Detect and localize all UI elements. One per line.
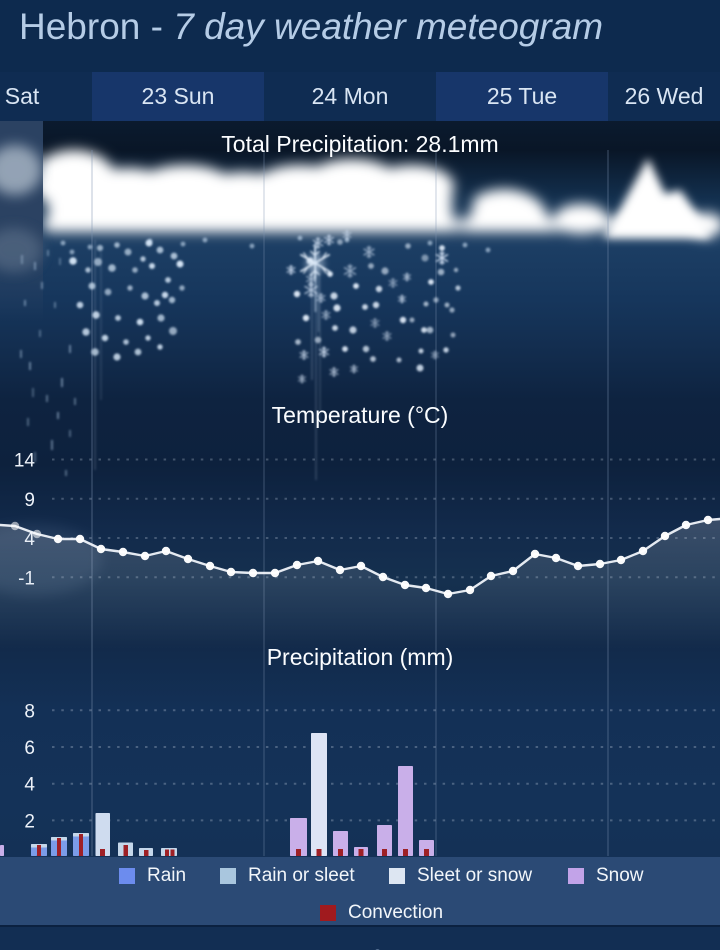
svg-text:8: 8 bbox=[24, 701, 35, 722]
svg-text:Total Precipitation: 28.1mm: Total Precipitation: 28.1mm bbox=[221, 131, 498, 157]
svg-text:4: 4 bbox=[24, 775, 35, 796]
svg-text:2: 2 bbox=[24, 811, 35, 832]
svg-text:6: 6 bbox=[24, 738, 35, 759]
svg-text:Temperature (°C): Temperature (°C) bbox=[272, 402, 449, 428]
svg-text:9: 9 bbox=[24, 490, 35, 511]
svg-text:14: 14 bbox=[14, 451, 36, 472]
